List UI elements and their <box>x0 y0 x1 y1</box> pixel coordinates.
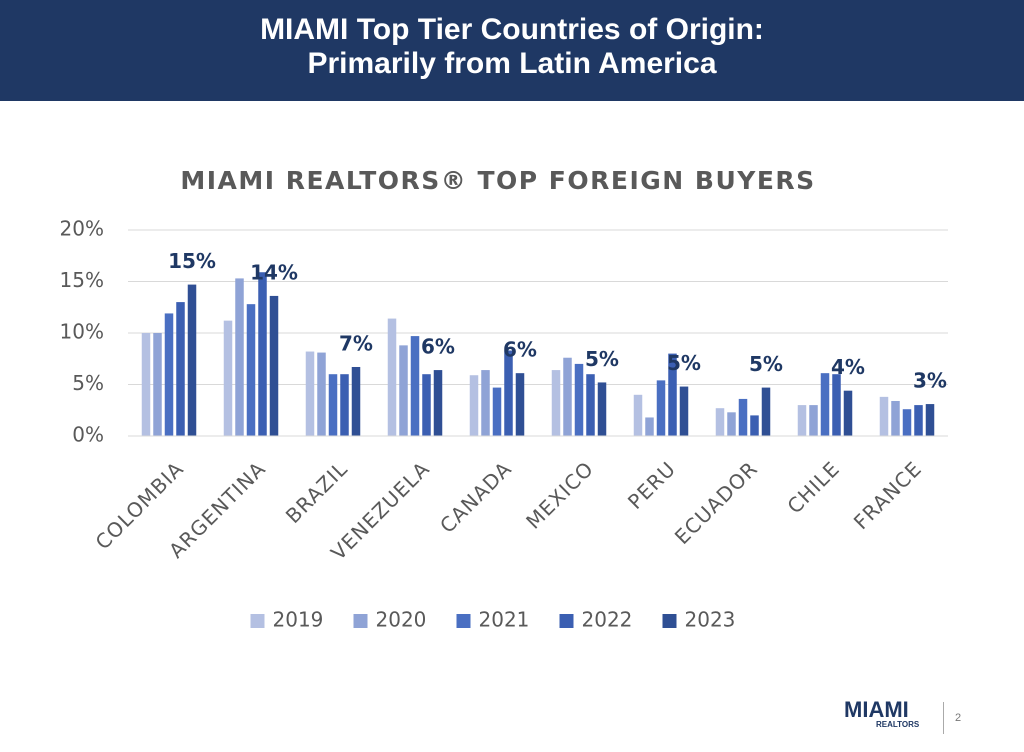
legend-swatch <box>456 614 471 628</box>
bar <box>679 386 689 436</box>
bar <box>715 408 725 436</box>
bar <box>891 400 900 436</box>
title-line: Primarily from Latin America <box>307 47 717 80</box>
data-label: 6% <box>421 335 455 359</box>
data-label: 5% <box>749 352 783 376</box>
bar <box>504 350 513 436</box>
bar <box>469 375 479 436</box>
page-number: 2 <box>955 712 962 724</box>
bar <box>797 405 807 436</box>
bar <box>914 405 923 436</box>
bar <box>597 382 607 436</box>
bar <box>317 352 326 436</box>
y-tick-label: 10% <box>60 320 104 344</box>
bar <box>515 373 525 436</box>
bar <box>586 374 595 436</box>
bar <box>563 357 572 436</box>
bar <box>481 370 490 436</box>
bar <box>574 363 584 436</box>
bar <box>340 374 349 436</box>
logo-text: MIAMI <box>844 697 909 722</box>
legend-label: 2019 <box>273 608 324 632</box>
x-tick-label: ECUADOR <box>670 456 763 549</box>
bar <box>902 409 912 436</box>
bar <box>925 404 935 436</box>
data-label: 3% <box>913 369 947 393</box>
bar <box>809 405 818 436</box>
chart-title: MIAMI REALTORS® TOP FOREIGN BUYERS <box>180 166 815 195</box>
bar <box>176 302 185 436</box>
bar <box>738 398 748 436</box>
bar <box>246 304 256 436</box>
x-tick-label: MEXICO <box>521 456 598 533</box>
bar <box>141 333 151 436</box>
data-label: 7% <box>339 331 373 355</box>
x-tick-label: CANADA <box>435 456 516 537</box>
legend-label: 2023 <box>685 608 736 632</box>
title-line: MIAMI Top Tier Countries of Origin: <box>260 13 764 46</box>
data-label: 5% <box>667 351 701 375</box>
bar <box>153 333 162 436</box>
y-tick-label: 15% <box>60 268 104 292</box>
bar <box>668 353 677 436</box>
bar <box>328 374 338 436</box>
legend-label: 2022 <box>582 608 633 632</box>
legend-swatch <box>662 614 677 628</box>
logo: MIAMI REALTORS <box>834 697 920 730</box>
bar <box>235 278 244 436</box>
separator <box>943 702 944 734</box>
bar <box>656 380 666 436</box>
x-tick-label: FRANCE <box>849 456 927 534</box>
y-tick-label: 5% <box>72 371 104 395</box>
bar <box>820 373 830 436</box>
legend-swatch <box>250 614 265 628</box>
bar <box>258 272 267 436</box>
x-tick-label: BRAZIL <box>281 456 353 528</box>
bar <box>223 320 233 436</box>
y-tick-label: 0% <box>72 423 104 447</box>
x-tick-label: PERU <box>623 456 680 513</box>
bar <box>351 366 361 436</box>
legend-swatch <box>353 614 368 628</box>
bar <box>750 415 759 436</box>
bar <box>387 318 397 436</box>
bar <box>727 412 736 436</box>
bar <box>633 394 643 436</box>
legend-swatch <box>559 614 574 628</box>
bar <box>422 374 431 436</box>
bar <box>645 417 654 436</box>
legend-label: 2021 <box>479 608 530 632</box>
bar <box>399 345 408 436</box>
data-label: 15% <box>168 249 216 273</box>
bar <box>410 336 420 436</box>
y-tick-label: 20% <box>60 217 104 241</box>
bar <box>843 390 853 436</box>
legend-label: 2020 <box>376 608 427 632</box>
x-tick-label: CHILE <box>782 456 844 518</box>
bar <box>879 396 889 436</box>
data-label: 14% <box>250 260 298 284</box>
data-label: 6% <box>503 338 537 362</box>
bar <box>832 374 841 436</box>
bar <box>761 387 771 436</box>
bar <box>305 351 315 436</box>
bar <box>269 295 279 436</box>
data-label: 5% <box>585 347 619 371</box>
banner: MIAMI Top Tier Countries of Origin: Prim… <box>0 0 1024 101</box>
bar <box>164 313 174 436</box>
logo-sub: REALTORS <box>876 720 920 729</box>
data-label: 4% <box>831 355 865 379</box>
bar <box>551 370 561 436</box>
bar <box>187 284 197 436</box>
bar <box>433 370 443 436</box>
bar <box>492 387 502 436</box>
